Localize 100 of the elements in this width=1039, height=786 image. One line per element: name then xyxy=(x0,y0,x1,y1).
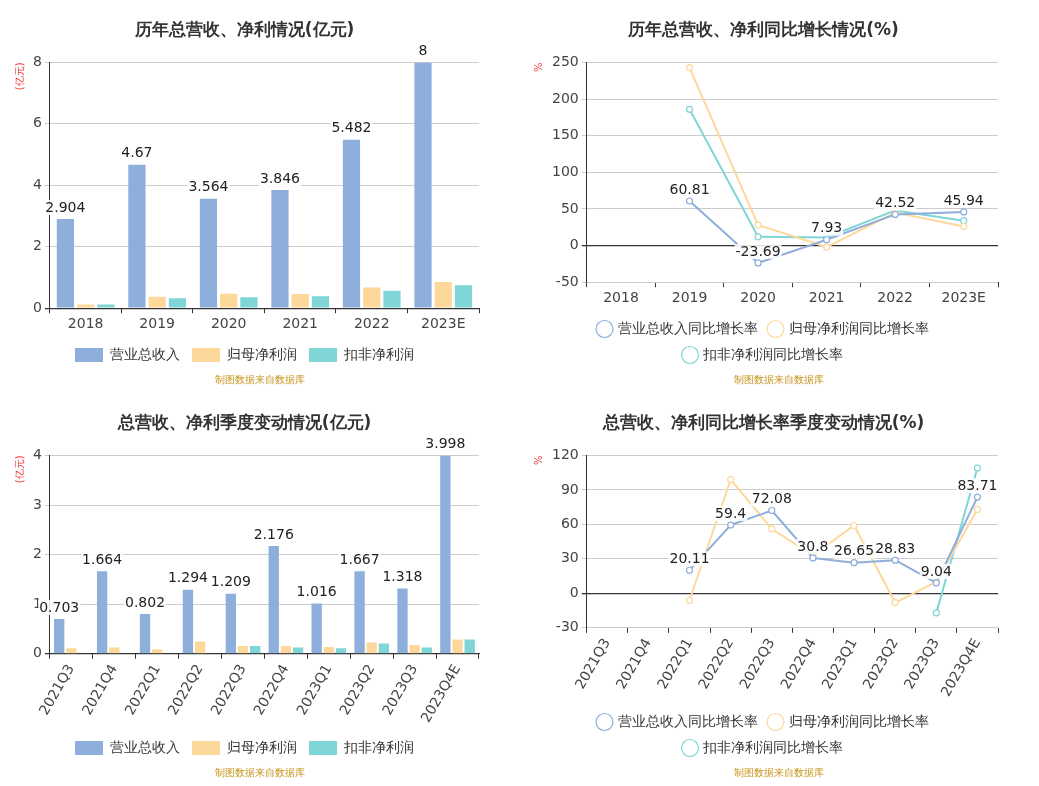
bar xyxy=(182,589,194,654)
bar xyxy=(378,643,390,654)
data-label: 2.904 xyxy=(45,198,86,215)
chart-title: 历年总营收、净利同比增长情况(%) xyxy=(627,18,899,39)
data-label: 45.94 xyxy=(943,191,984,208)
x-tick-label: 2018 xyxy=(603,289,639,306)
x-tick-label: 2021 xyxy=(282,315,319,332)
bar xyxy=(291,294,309,308)
x-tick-label: 2022 xyxy=(353,315,390,332)
bar xyxy=(311,603,322,654)
bar xyxy=(237,645,249,654)
point xyxy=(685,105,694,113)
bar xyxy=(152,649,163,654)
chart-title: 总营收、净利同比增长率季度变动情况(%) xyxy=(601,411,925,432)
bar xyxy=(342,139,361,308)
bar xyxy=(464,639,475,654)
bar xyxy=(240,297,258,308)
data-label: 2.176 xyxy=(253,525,294,542)
x-tick-label: 2020 xyxy=(740,289,776,306)
bar xyxy=(139,614,151,654)
point xyxy=(754,233,762,241)
data-label: 1.016 xyxy=(296,583,337,600)
point xyxy=(685,63,694,72)
bar xyxy=(397,588,408,654)
data-label: 8 xyxy=(418,42,428,59)
x-tick-label: 2019 xyxy=(139,315,175,332)
bar xyxy=(268,545,279,654)
point xyxy=(823,243,831,251)
data-label: -23.69 xyxy=(735,242,781,259)
legend-label: 扣非净利润同比增长率 xyxy=(702,738,843,755)
legend-label: 归母净利润同比增长率 xyxy=(788,712,929,729)
data-label: 9.04 xyxy=(920,562,952,579)
point xyxy=(973,505,982,514)
bar xyxy=(434,282,452,308)
y-tick-label: 2 xyxy=(32,545,42,562)
y-tick-label: -30 xyxy=(555,618,579,635)
data-label: 60.81 xyxy=(669,180,710,197)
legend-label: 扣非净利润 xyxy=(343,738,414,755)
point xyxy=(973,493,982,501)
point xyxy=(932,609,940,617)
point xyxy=(960,222,968,231)
point xyxy=(685,197,694,205)
bar xyxy=(280,645,292,654)
legend-label: 营业总收入 xyxy=(110,738,180,755)
text: 制图数据来自数据库 xyxy=(732,373,825,387)
bar xyxy=(96,571,108,654)
y-axis-title: (亿元) xyxy=(13,455,25,484)
data-label: 20.11 xyxy=(669,549,710,566)
legend-label: 营业总收入 xyxy=(110,345,180,362)
bar xyxy=(194,641,206,654)
legend-label: 归母净利润同比增长率 xyxy=(788,319,929,336)
x-tick-label: 2023E xyxy=(421,315,466,332)
bar xyxy=(440,455,451,654)
bar xyxy=(363,287,381,308)
point xyxy=(685,566,694,574)
data-label: 4.67 xyxy=(121,144,153,161)
bar xyxy=(168,298,187,308)
y-tick-label: 2 xyxy=(32,237,42,254)
bar xyxy=(454,285,473,308)
y-tick-label: 8 xyxy=(32,53,42,70)
data-label: 1.667 xyxy=(339,550,380,567)
x-tick-label: 2021 xyxy=(808,289,845,306)
point xyxy=(768,525,776,533)
data-label: 1.294 xyxy=(167,569,209,586)
y-tick-label: 4 xyxy=(32,175,42,192)
point xyxy=(891,598,899,607)
y-tick-label: 60 xyxy=(560,515,579,532)
y-tick-label: 6 xyxy=(32,114,42,131)
data-label: 1.209 xyxy=(210,573,251,590)
y-tick-label: 3 xyxy=(32,495,42,512)
y-tick-label: 0 xyxy=(569,236,579,253)
data-label: 3.998 xyxy=(425,435,466,452)
y-tick-label: 200 xyxy=(551,89,579,106)
bar xyxy=(249,645,261,654)
y-tick-label: 120 xyxy=(551,446,579,463)
x-tick-label: 2023E xyxy=(941,289,986,306)
y-tick-label: 50 xyxy=(560,199,579,216)
chart-title: 历年总营收、净利情况(亿元) xyxy=(133,18,355,39)
bar xyxy=(335,648,347,654)
y-tick-label: 4 xyxy=(32,446,42,463)
point xyxy=(960,208,968,216)
data-label: 42.52 xyxy=(875,194,916,211)
bar xyxy=(409,644,420,654)
bar xyxy=(292,647,304,654)
x-tick-label: 2020 xyxy=(210,315,247,332)
x-tick-label: 2022 xyxy=(877,289,913,306)
point xyxy=(754,221,762,229)
point xyxy=(973,464,982,472)
point xyxy=(754,259,762,267)
bar xyxy=(148,296,166,308)
data-label: 3.846 xyxy=(259,169,301,186)
legend-label: 营业总收入同比增长率 xyxy=(617,319,758,336)
y-tick-label: 0 xyxy=(32,298,42,315)
point xyxy=(850,521,858,530)
data-label: 1.664 xyxy=(82,550,123,567)
bar xyxy=(128,164,146,308)
text: 制图数据来自数据库 xyxy=(213,373,306,387)
y-tick-label: -50 xyxy=(555,272,579,289)
point xyxy=(960,217,968,225)
y-axis-title: (亿元) xyxy=(13,62,25,91)
